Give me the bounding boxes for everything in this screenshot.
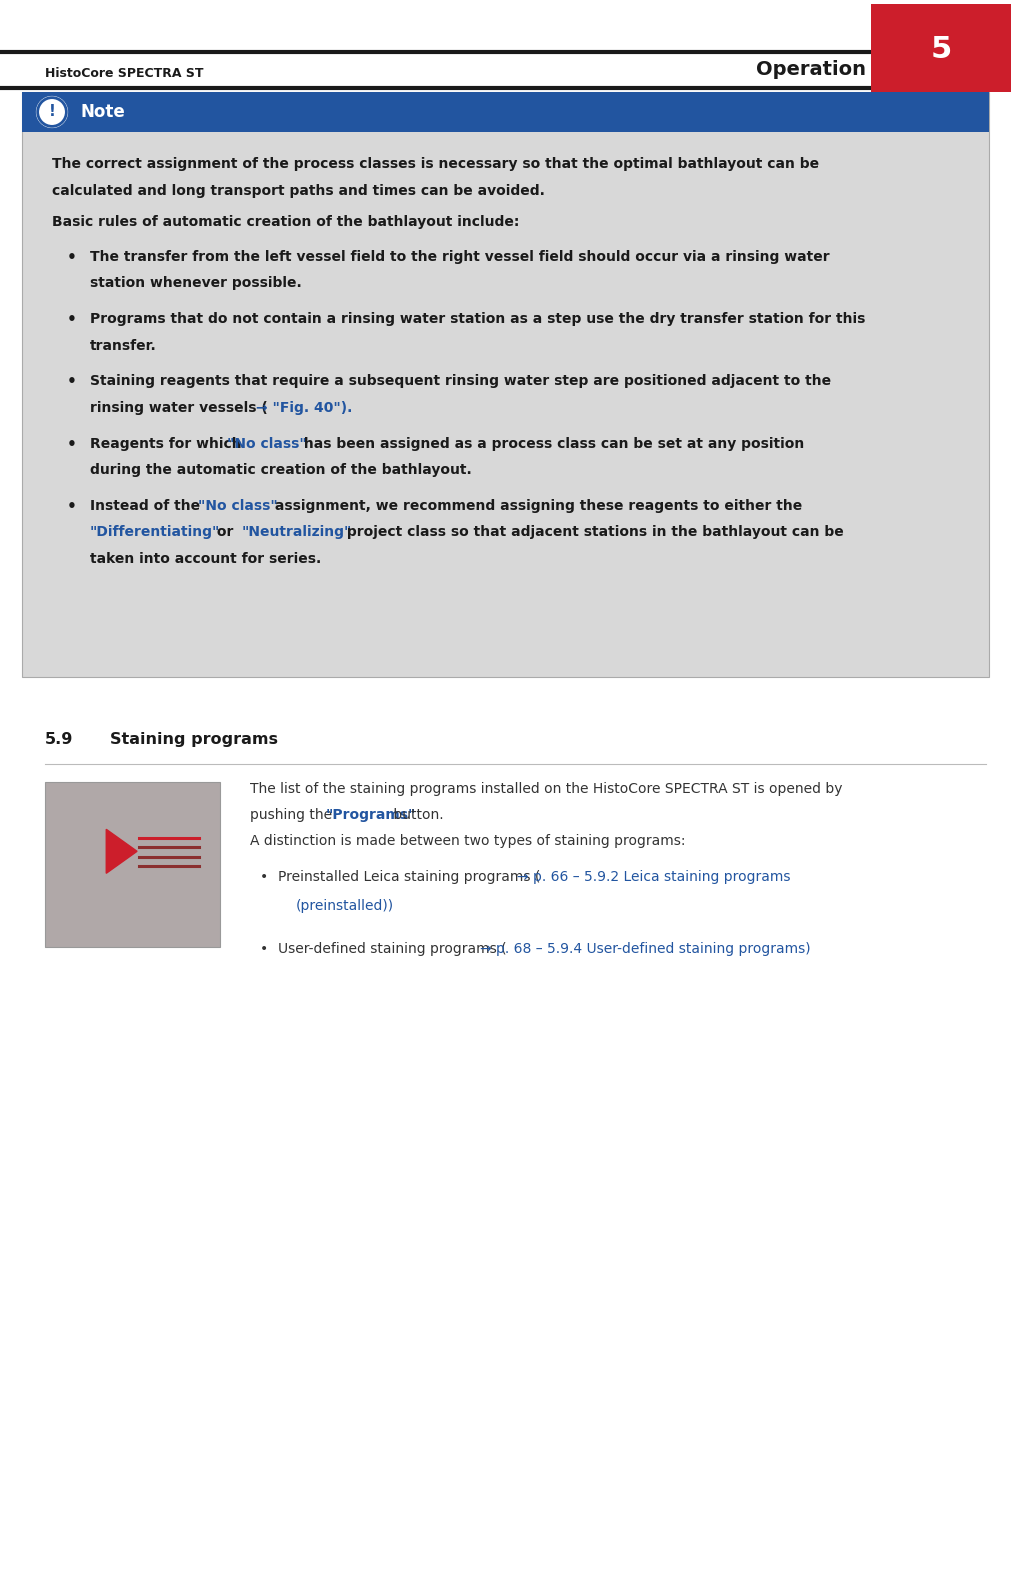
Text: •: • <box>67 313 77 327</box>
Text: project class so that adjacent stations in the bathlayout can be: project class so that adjacent stations … <box>342 525 844 539</box>
Text: •: • <box>260 941 268 955</box>
Text: User-defined staining programs (: User-defined staining programs ( <box>278 941 507 955</box>
Text: calculated and long transport paths and times can be avoided.: calculated and long transport paths and … <box>52 183 545 198</box>
Text: Instead of the: Instead of the <box>90 499 205 514</box>
Text: rinsing water vessels (: rinsing water vessels ( <box>90 400 268 415</box>
Text: Basic rules of automatic creation of the bathlayout include:: Basic rules of automatic creation of the… <box>52 215 520 230</box>
Polygon shape <box>106 829 137 874</box>
Text: •: • <box>67 375 77 389</box>
Text: station whenever possible.: station whenever possible. <box>90 276 301 290</box>
Text: Reagents for which: Reagents for which <box>90 437 247 450</box>
Text: 5: 5 <box>930 35 951 64</box>
Text: •: • <box>67 250 77 265</box>
Text: Staining reagents that require a subsequent rinsing water step are positioned ad: Staining reagents that require a subsequ… <box>90 375 831 388</box>
Text: Programs that do not contain a rinsing water station as a step use the dry trans: Programs that do not contain a rinsing w… <box>90 313 865 325</box>
Text: "Differentiating": "Differentiating" <box>90 525 220 539</box>
Text: → p. 68 – 5.9.4 User-defined staining programs): → p. 68 – 5.9.4 User-defined staining pr… <box>479 941 810 955</box>
Text: A distinction is made between two types of staining programs:: A distinction is made between two types … <box>250 834 685 849</box>
Text: → p. 66 – 5.9.2 Leica staining programs: → p. 66 – 5.9.2 Leica staining programs <box>518 871 791 884</box>
Text: "No class": "No class" <box>198 499 278 514</box>
Text: button.: button. <box>388 809 443 821</box>
Text: has been assigned as a process class can be set at any position: has been assigned as a process class can… <box>299 437 804 450</box>
Text: Operation: Operation <box>756 61 866 80</box>
Text: Staining programs: Staining programs <box>110 732 278 746</box>
Text: taken into account for series.: taken into account for series. <box>90 552 321 566</box>
Text: The list of the staining programs installed on the HistoCore SPECTRA ST is opene: The list of the staining programs instal… <box>250 782 842 796</box>
Text: "Programs": "Programs" <box>326 809 416 821</box>
Text: or: or <box>212 525 239 539</box>
Text: transfer.: transfer. <box>90 338 157 352</box>
FancyBboxPatch shape <box>45 782 220 947</box>
Text: The correct assignment of the process classes is necessary so that the optimal b: The correct assignment of the process cl… <box>52 156 819 171</box>
Circle shape <box>34 94 70 129</box>
Text: !: ! <box>49 105 56 120</box>
Text: → "Fig. 40").: → "Fig. 40"). <box>256 400 352 415</box>
Text: (preinstalled)): (preinstalled)) <box>296 900 394 912</box>
FancyBboxPatch shape <box>22 93 989 676</box>
Text: 63: 63 <box>964 67 986 81</box>
Text: during the automatic creation of the bathlayout.: during the automatic creation of the bat… <box>90 463 472 477</box>
Text: •: • <box>67 499 77 514</box>
FancyBboxPatch shape <box>871 5 1011 93</box>
Text: •: • <box>260 871 268 884</box>
Text: pushing the: pushing the <box>250 809 337 821</box>
Text: Note: Note <box>80 104 124 121</box>
Text: assignment, we recommend assigning these reagents to either the: assignment, we recommend assigning these… <box>270 499 803 514</box>
Text: "No class": "No class" <box>226 437 306 450</box>
Text: The transfer from the left vessel field to the right vessel field should occur v: The transfer from the left vessel field … <box>90 250 830 263</box>
Text: Preinstalled Leica staining programs (: Preinstalled Leica staining programs ( <box>278 871 540 884</box>
Text: "Neutralizing": "Neutralizing" <box>242 525 352 539</box>
Text: HistoCore SPECTRA ST: HistoCore SPECTRA ST <box>45 67 203 80</box>
FancyBboxPatch shape <box>22 93 989 132</box>
Text: •: • <box>67 437 77 451</box>
Text: 5.9: 5.9 <box>45 732 74 746</box>
